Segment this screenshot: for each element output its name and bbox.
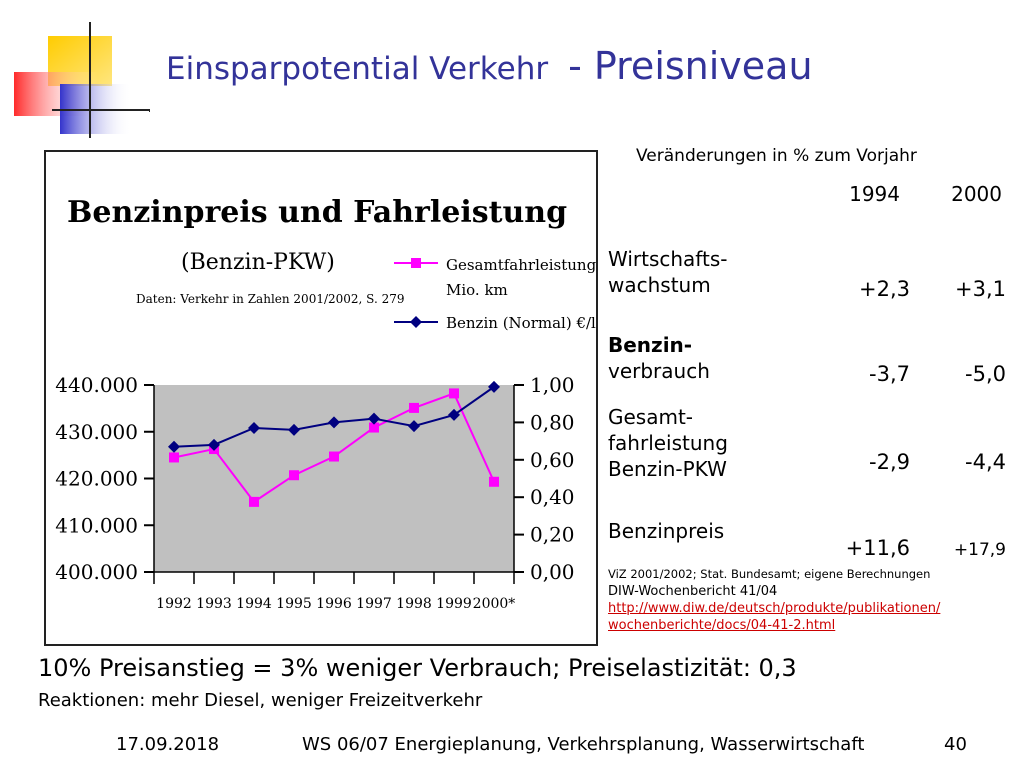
slide-title: Einsparpotential Verkehr - Preisniveau [166, 44, 813, 88]
series-gesamtfahrleistung-point [329, 451, 339, 462]
left-axis-tick-label: 400.000 [55, 560, 138, 584]
series-gesamtfahrleistung-point [249, 496, 259, 507]
source-line-2: DIW-Wochenbericht 41/04 [608, 584, 778, 599]
main-statement: 10% Preisanstieg = 3% weniger Verbrauch;… [38, 654, 797, 682]
series-benzinpreis-point [248, 422, 260, 435]
row-label-wirtschaftswachstum: Wirtschafts- wachstum [608, 247, 728, 297]
series-benzinpreis-point [368, 412, 380, 425]
value-benzinverbrauch-1994: -3,7 [869, 362, 910, 386]
chart-panel: Benzinpreis und Fahrleistung (Benzin-PKW… [44, 150, 598, 646]
chart-subtitle: (Benzin-PKW) [181, 250, 335, 275]
column-header-2000: 2000 [951, 182, 1002, 206]
legend-marker-gesamtfahrleistung [411, 258, 421, 268]
series-benzinpreis-point [328, 416, 340, 429]
legend-marker-benzinpreis [410, 316, 422, 328]
legend-label-gesamtfahrleistung: Mio. km [446, 281, 508, 299]
value-gesamtfahrleistung-2000: -4,4 [965, 450, 1006, 474]
value-gesamtfahrleistung-1994: -2,9 [869, 450, 910, 474]
series-gesamtfahrleistung-point [289, 470, 299, 481]
slide-title-part1: Einsparpotential Verkehr [166, 51, 549, 87]
footer-course: WS 06/07 Energieplanung, Verkehrsplanung… [302, 734, 865, 755]
x-axis-tick-label: 1998 [396, 596, 432, 612]
left-axis-tick-label: 440.000 [55, 373, 138, 397]
left-axis-tick-label: 420.000 [55, 467, 138, 491]
chart-legend: Gesamtfahrleistung Mio. km Benzin (Normal)… [394, 256, 597, 332]
footer-date: 17.09.2018 [116, 734, 220, 755]
footer-page-number: 40 [944, 734, 967, 755]
value-benzinverbrauch-2000: -5,0 [965, 362, 1006, 386]
x-axis-tick-label: 1996 [316, 596, 352, 612]
decorative-squares-logo [14, 22, 150, 138]
value-benzinpreis-2000: +17,9 [953, 540, 1006, 560]
x-axis-tick-label: 1999 [436, 596, 472, 612]
right-axis-tick-label: 0,80 [530, 410, 575, 434]
series-benzinpreis-point [288, 423, 300, 436]
table-caption: Veränderungen in % zum Vorjahr [636, 146, 917, 166]
slide-title-part2: - Preisniveau [568, 44, 813, 88]
plot-area: 400.000 410.000 420.000 430.000 440.000 0,00 0… [55, 373, 574, 612]
source-link-line-2[interactable]: wochenberichte/docs/04-41-2.html [608, 618, 836, 633]
series-gesamtfahrleistung-point [409, 402, 419, 413]
series-gesamtfahrleistung-point [169, 452, 179, 463]
right-axis-tick-label: 0,60 [530, 448, 575, 472]
value-benzinpreis-1994: +11,6 [845, 536, 910, 560]
series-gesamtfahrleistung-point [489, 476, 499, 487]
series-benzinpreis-point [488, 380, 500, 393]
series-benzinpreis-point [408, 420, 420, 433]
right-axis-tick-label: 0,20 [530, 523, 575, 547]
x-axis-tick-label: 1993 [196, 596, 232, 612]
value-wirtschaftswachstum-1994: +2,3 [859, 277, 910, 301]
series-benzinpreis-point [448, 408, 460, 421]
series-gesamtfahrleistung-point [369, 422, 379, 433]
row-label-gesamtfahrleistung: Gesamt- fahrleistung Benzin-PKW [608, 405, 728, 481]
column-header-1994: 1994 [849, 182, 900, 206]
row-label-benzinpreis: Benzinpreis [608, 519, 725, 543]
x-axis-tick-label: 1995 [276, 596, 312, 612]
legend-label-gesamtfahrleistung: Gesamtfahrleistung [446, 256, 597, 274]
right-axis-tick-label: 0,40 [530, 485, 575, 509]
x-axis-tick-label: 2000* [473, 596, 516, 612]
legend-label-benzinpreis: Benzin (Normal) €/l [446, 314, 596, 332]
chart-source-note: Daten: Verkehr in Zahlen 2001/2002, S. 2… [136, 292, 405, 306]
right-axis-tick-label: 1,00 [530, 373, 575, 397]
value-wirtschaftswachstum-2000: +3,1 [955, 277, 1006, 301]
source-line-1: ViZ 2001/2002; Stat. Bundesamt; eigene B… [608, 567, 931, 581]
left-axis-tick-label: 410.000 [55, 513, 138, 537]
x-axis-tick-label: 1994 [236, 596, 272, 612]
chart: Benzinpreis und Fahrleistung (Benzin-PKW… [44, 150, 598, 646]
x-axis-tick-label: 1992 [156, 596, 192, 612]
x-axis-tick-label: 1997 [356, 596, 392, 612]
sources: ViZ 2001/2002; Stat. Bundesamt; eigene B… [608, 566, 940, 634]
series-benzinpreis-point [208, 438, 220, 451]
plot-background [154, 385, 514, 572]
series-gesamtfahrleistung-point [449, 388, 459, 399]
sub-statement: Reaktionen: mehr Diesel, weniger Freizei… [38, 690, 483, 711]
left-axis-tick-label: 430.000 [55, 420, 138, 444]
source-link-line-1[interactable]: http://www.diw.de/deutsch/produkte/publi… [608, 601, 941, 616]
series-benzinpreis-point [168, 440, 180, 453]
right-axis-tick-label: 0,00 [530, 560, 575, 584]
chart-title: Benzinpreis und Fahrleistung [67, 195, 567, 230]
row-label-benzinverbrauch: Benzin- verbrauch [608, 333, 710, 383]
